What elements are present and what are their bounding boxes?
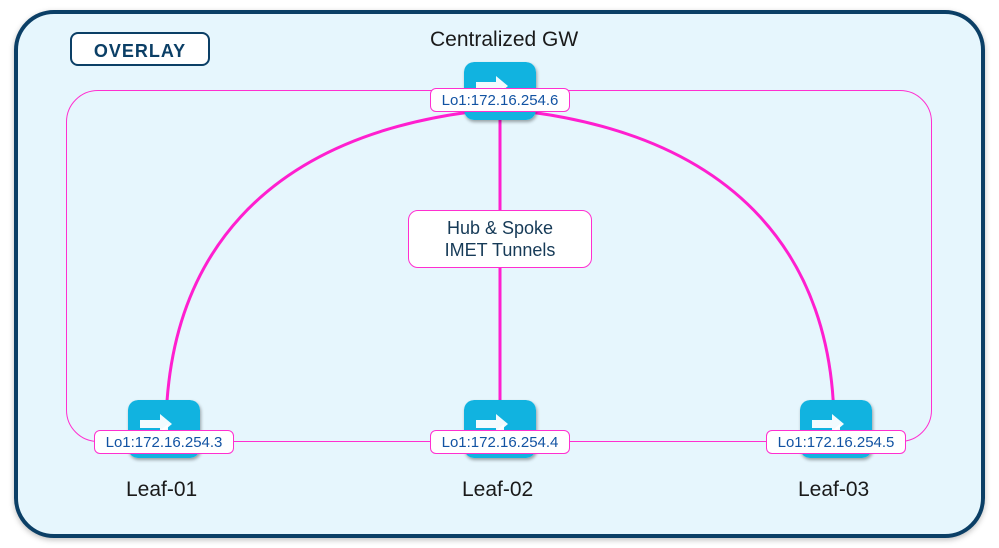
info-line2: IMET Tunnels <box>445 239 556 262</box>
ip-text-leaf1: Lo1:172.16.254.3 <box>106 434 223 451</box>
node-label-gw: Centralized GW <box>430 28 578 52</box>
info-box: Hub & Spoke IMET Tunnels <box>408 210 592 268</box>
diagram-canvas: { "panel": { "x": 14, "y": 10, "w": 971,… <box>0 0 999 548</box>
overlay-badge: OVERLAY <box>70 32 210 66</box>
info-line1: Hub & Spoke <box>447 217 553 240</box>
node-label-leaf1: Leaf-01 <box>126 478 197 502</box>
ip-text-leaf3: Lo1:172.16.254.5 <box>778 434 895 451</box>
ip-badge-gw: Lo1:172.16.254.6 <box>430 88 570 112</box>
node-label-leaf3: Leaf-03 <box>798 478 869 502</box>
ip-text-gw: Lo1:172.16.254.6 <box>442 92 559 109</box>
overlay-badge-text: OVERLAY <box>94 41 186 61</box>
ip-badge-leaf1: Lo1:172.16.254.3 <box>94 430 234 454</box>
ip-badge-leaf2: Lo1:172.16.254.4 <box>430 430 570 454</box>
ip-badge-leaf3: Lo1:172.16.254.5 <box>766 430 906 454</box>
ip-text-leaf2: Lo1:172.16.254.4 <box>442 434 559 451</box>
node-label-leaf2: Leaf-02 <box>462 478 533 502</box>
